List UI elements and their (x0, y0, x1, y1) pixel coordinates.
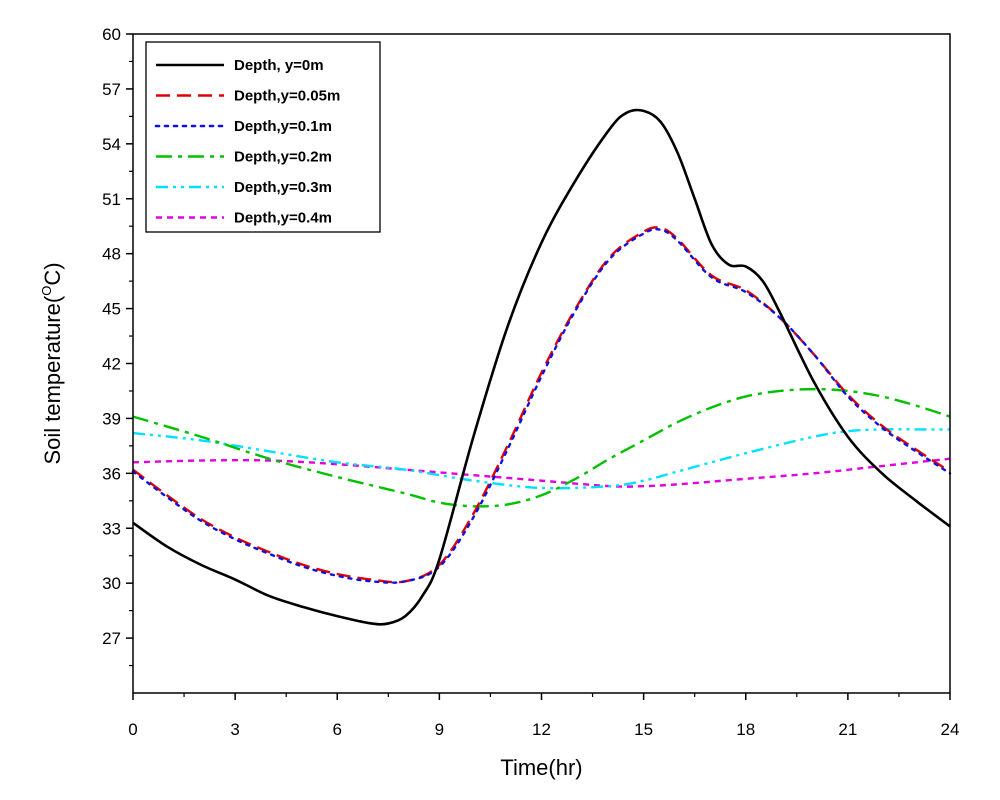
y-tick-label: 45 (102, 300, 121, 319)
legend-label-3: Depth,y=0.2m (234, 149, 332, 166)
legend-label-5: Depth,y=0.4m (234, 210, 332, 227)
y-axis-ticks: 27 30 33 36 39 42 45 48 51 54 57 60 (102, 25, 133, 667)
x-tick-label: 0 (128, 720, 137, 739)
x-tick-label: 18 (736, 720, 755, 739)
x-tick-label: 9 (435, 720, 444, 739)
x-tick-label: 3 (230, 720, 239, 739)
x-tick-label: 6 (333, 720, 342, 739)
series-line-4 (132, 428, 950, 490)
x-tick-label: 24 (941, 720, 960, 739)
y-tick-label: 57 (102, 80, 121, 99)
legend-label-2: Depth,y=0.1m (234, 118, 332, 135)
y-tick-label: 36 (102, 464, 121, 483)
legend-label-0: Depth, y=0m (234, 57, 324, 74)
x-axis-ticks: 0 3 6 9 12 15 18 21 24 (128, 693, 959, 739)
y-tick-label: 39 (102, 409, 121, 428)
y-tick-label: 30 (102, 574, 121, 593)
legend-box (145, 41, 381, 233)
y-tick-label: 27 (102, 629, 121, 648)
y-axis-title: Soil temperature(OC) (39, 262, 65, 464)
y-axis-title-sup: O (39, 286, 54, 296)
x-tick-label: 21 (838, 720, 857, 739)
y-tick-label: 33 (102, 519, 121, 538)
legend-label-4: Depth,y=0.3m (234, 179, 332, 196)
series-line-0 (132, 108, 951, 626)
series-line-2 (131, 228, 952, 584)
y-axis-title-end: C) (40, 262, 65, 285)
y-tick-label: 51 (102, 190, 121, 209)
y-tick-label: 60 (102, 25, 121, 44)
x-axis-title: Time(hr) (500, 755, 582, 780)
y-tick-label: 54 (102, 135, 121, 154)
series-line-3 (132, 387, 951, 508)
plot-lines (131, 108, 952, 626)
y-tick-label: 48 (102, 245, 121, 264)
y-tick-label: 42 (102, 355, 121, 374)
legend: Depth, y=0m Depth,y=0.05m Depth,y=0.1m Dept… (145, 41, 381, 233)
x-tick-label: 12 (532, 720, 551, 739)
y-axis-title-main: Soil temperature( (40, 295, 65, 464)
x-tick-label: 15 (634, 720, 653, 739)
legend-label-1: Depth,y=0.05m (234, 88, 340, 105)
